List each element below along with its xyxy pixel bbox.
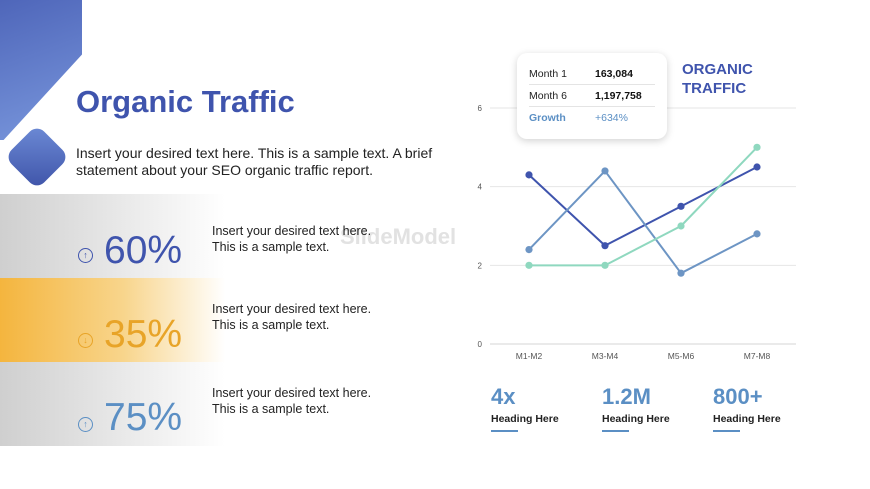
kpi-label: Heading Here [602, 413, 670, 425]
tooltip-row-month6: Month 6 1,197,758 [529, 85, 655, 107]
x-tick-label: M7-M8 [744, 351, 771, 361]
stat-value-3: 75% [104, 396, 183, 439]
x-tick-label: M3-M4 [592, 351, 619, 361]
stat-band-2 [0, 278, 225, 362]
tooltip-row-growth: Growth +634% [529, 107, 655, 129]
data-point [677, 269, 685, 277]
data-point [677, 202, 685, 210]
series-line-1 [528, 166, 758, 247]
kpi-2: 1.2M Heading Here [602, 383, 702, 432]
stat-description-1-line1: Insert your desired text here. [212, 224, 372, 238]
slide-subtitle: Insert your desired text here. This is a… [76, 145, 433, 178]
arrow-up-circle-icon: ↑ [78, 417, 93, 432]
tooltip-value: +634% [595, 112, 628, 124]
stat-description-3: Insert your desired text here. This is a… [212, 385, 371, 417]
kpi-underline [602, 430, 629, 432]
kpi-value: 800+ [713, 384, 763, 409]
data-point [677, 222, 685, 230]
y-tick-label: 6 [478, 104, 483, 113]
kpi-label: Heading Here [491, 413, 559, 425]
kpi-value: 4x [491, 384, 516, 409]
stat-band-3 [0, 362, 225, 446]
tooltip-key: Growth [529, 112, 566, 124]
x-tick-label: M5-M6 [668, 351, 695, 361]
stat-value-1: 60% [104, 229, 183, 272]
corner-decoration [0, 0, 82, 140]
kpi-label: Heading Here [713, 413, 781, 425]
stat-value-2: 35% [104, 313, 183, 356]
tooltip-value: 1,197,758 [595, 89, 642, 102]
arrow-up-circle-icon: ↑ [78, 248, 93, 263]
y-tick-label: 0 [478, 340, 483, 349]
slide-title: Organic Traffic [76, 84, 295, 119]
data-point [753, 230, 761, 238]
y-tick-label: 2 [478, 261, 483, 270]
kpi-3: 800+ Heading Here [713, 383, 813, 432]
kpi-1: 4x Heading Here [491, 383, 591, 432]
x-tick-label: M1-M2 [516, 351, 543, 361]
data-point [601, 242, 609, 250]
metrics-tooltip-card: Month 1 163,084 Month 6 1,197,758 Growth… [517, 53, 667, 139]
line-chart: 0 2 4 6 M1-M2 M3-M4 M5-M6 M7-M8 [470, 95, 800, 370]
data-point [753, 143, 761, 151]
tooltip-key: Month 1 [529, 67, 567, 80]
data-point [525, 246, 533, 254]
kpi-value: 1.2M [602, 384, 651, 409]
chart-heading-line1: ORGANIC [682, 61, 753, 78]
chart-heading-line2: TRAFFIC [682, 80, 747, 97]
data-point [525, 261, 533, 269]
stat-description-1: Insert your desired text here. This is a… [212, 223, 371, 255]
data-point [601, 167, 609, 175]
stat-description-3-line2: This is a sample text. [212, 402, 330, 416]
data-point [525, 171, 533, 179]
diamond-decoration [4, 124, 70, 190]
data-point [753, 163, 761, 171]
series-line-3 [529, 146, 758, 267]
stat-description-1-line2: This is a sample text. [212, 240, 330, 254]
line-chart-svg: 0 2 4 6 M1-M2 M3-M4 M5-M6 M7-M8 [478, 104, 796, 361]
stat-description-2-line1: Insert your desired text here. [212, 302, 372, 316]
kpi-underline [491, 430, 518, 432]
arrow-down-circle-icon: ↓ [78, 333, 93, 348]
stat-description-3-line1: Insert your desired text here. [212, 386, 372, 400]
chart-heading: ORGANIC TRAFFIC [682, 60, 782, 98]
stat-description-2: Insert your desired text here. This is a… [212, 301, 371, 333]
series-line-2 [528, 169, 758, 275]
data-point [601, 261, 609, 269]
y-tick-label: 4 [478, 183, 483, 192]
tooltip-row-month1: Month 1 163,084 [529, 63, 655, 85]
kpi-underline [713, 430, 740, 432]
watermark-logo: SlideModel [340, 224, 457, 249]
stat-description-2-line2: This is a sample text. [212, 318, 330, 332]
tooltip-key: Month 6 [529, 89, 567, 102]
tooltip-value: 163,084 [595, 67, 633, 80]
stat-band-1 [0, 194, 225, 278]
